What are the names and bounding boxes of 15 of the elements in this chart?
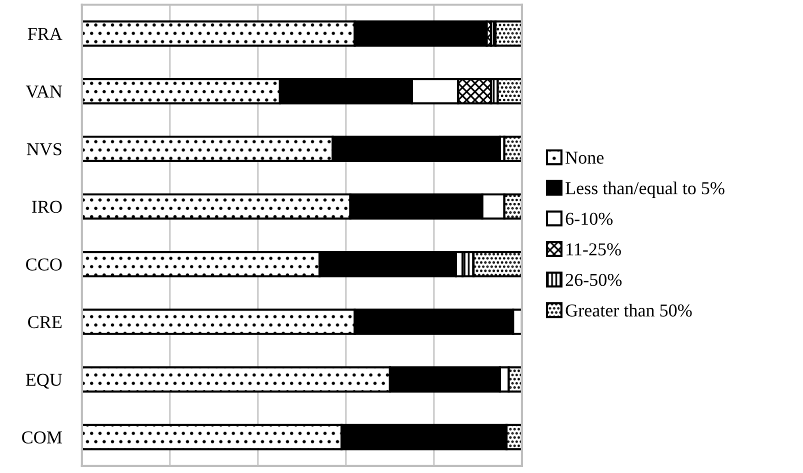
y-tick-label: EQU: [26, 374, 62, 389]
legend-label: 26-50%: [566, 274, 622, 286]
legend-label: None: [566, 152, 604, 164]
y-tick-label: FRA: [28, 28, 62, 40]
legend-label: Less than/equal to 5%: [566, 182, 724, 198]
y-tick-label: COM: [22, 431, 62, 444]
y-tick-label: VAN: [26, 86, 62, 98]
legend-label: 6-10%: [566, 212, 613, 225]
y-tick-label: CCO: [26, 258, 62, 271]
legend-label: 11-25%: [566, 243, 621, 256]
bar: [503, 136, 522, 162]
legend-label: Greater than 50%: [566, 304, 692, 317]
y-tick-label: CRE: [28, 316, 62, 328]
y-tick-label: NVS: [26, 143, 62, 156]
y-tick-label: IRO: [32, 200, 62, 213]
